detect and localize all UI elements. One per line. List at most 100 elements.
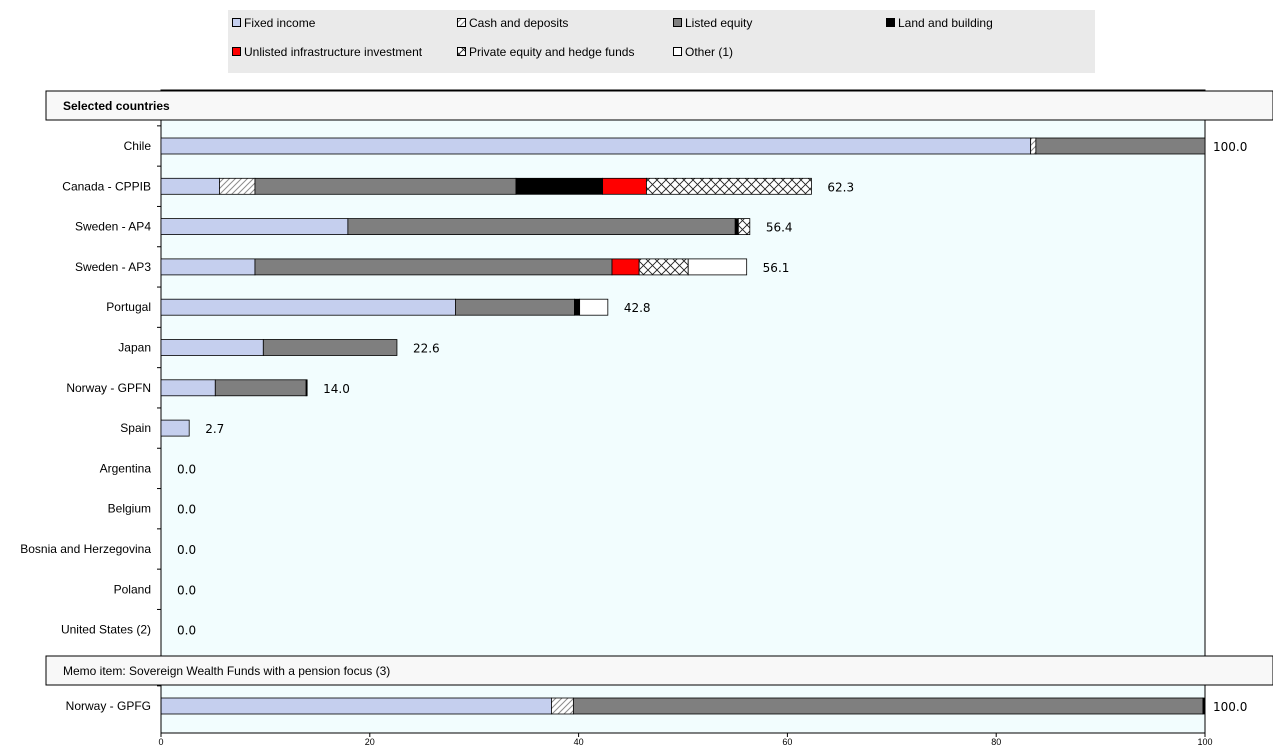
category-label: Norway - GPFN — [66, 381, 151, 395]
category-label: Portugal — [106, 300, 151, 314]
bar-segment-listed-equity — [254, 258, 613, 276]
legend-label-cash-and-deposits: Cash and deposits — [469, 16, 568, 30]
legend: Fixed income Cash and deposits Listed equi… — [228, 10, 1095, 73]
legend-label-other-1: Other (1) — [685, 45, 733, 59]
data-label: 56.4 — [766, 221, 793, 235]
x-tick-label: 100 — [1197, 737, 1212, 747]
category-label: Canada - CPPIB — [62, 179, 151, 193]
data-label: 2.7 — [205, 422, 224, 436]
bar-segment-private-equity-and-hedge-funds — [646, 177, 812, 195]
x-axis: 0 20 40 60 80 100 — [158, 732, 1213, 747]
bar-row-argentina: Argentina 0.0 — [100, 447, 196, 476]
data-label: 0.0 — [177, 624, 196, 638]
group-header-selected-countries — [45, 90, 1273, 121]
bar-row-sweden-ap4: Sweden - AP4 56.4 — [75, 205, 793, 236]
bar-segment-fixed-income — [160, 137, 1032, 155]
bar-row-norway-gpfn: Norway - GPFN 14.0 — [66, 367, 350, 397]
x-tick-label: 0 — [158, 737, 163, 747]
x-tick-label: 60 — [782, 737, 792, 747]
bar-rows: Selected countries Chile 100.0 Canada - CPP… — [20, 90, 1273, 733]
legend-label-unlisted-infrastructure-investment: Unlisted infrastructure investment — [244, 45, 423, 59]
category-label: Norway - GPFG — [66, 699, 151, 713]
data-label: 0.0 — [177, 462, 196, 476]
bar-segment-private-equity-and-hedge-funds — [737, 218, 751, 236]
bar-row-belgium: Belgium 0.0 — [108, 488, 196, 517]
legend-label-private-equity-and-hedge-funds: Private equity and hedge funds — [469, 45, 634, 59]
x-tick-label: 20 — [365, 737, 375, 747]
bar-row-chile: Chile 100.0 — [124, 125, 1247, 155]
legend-swatch-other-1 — [673, 47, 682, 56]
legend-label-land-and-building: Land and building — [898, 16, 993, 30]
data-label: 22.6 — [413, 342, 440, 356]
bar-segment-fixed-income — [160, 177, 220, 195]
category-label: United States (2) — [61, 623, 151, 637]
bar-segment-other-1 — [687, 258, 748, 276]
bar-segment-listed-equity — [347, 218, 736, 236]
plot-background — [160, 89, 1206, 734]
legend-box — [228, 10, 1095, 73]
bar-segment-fixed-income — [160, 298, 456, 316]
data-label: 42.8 — [624, 301, 651, 315]
bar-row-sweden-ap3: Sweden - AP3 56.1 — [75, 246, 790, 276]
legend-label-fixed-income: Fixed income — [244, 16, 316, 30]
bar-row-bosnia-and-herzegovina: Bosnia and Herzegovina 0.0 — [20, 528, 196, 557]
bar-segment-listed-equity — [262, 339, 398, 356]
legend-swatch-listed-equity — [673, 18, 682, 27]
bar-segment-cash-and-deposits — [1030, 137, 1037, 155]
category-label: Belgium — [108, 502, 151, 516]
bar-row-spain: Spain 2.7 — [120, 407, 224, 437]
x-tick-label: 80 — [991, 737, 1001, 747]
bar-segment-listed-equity — [455, 298, 575, 316]
bar-segment-other-1 — [579, 298, 609, 316]
category-label: Argentina — [100, 461, 152, 475]
category-label: Sweden - AP3 — [75, 260, 151, 274]
bar-row-united-states-2: United States (2) 0.0 — [61, 608, 196, 638]
data-label: 56.1 — [763, 261, 790, 275]
category-label: Chile — [124, 139, 152, 153]
bar-segment-fixed-income — [160, 258, 256, 276]
bar-row-japan: Japan 22.6 — [118, 326, 440, 356]
bar-segment-cash-and-deposits — [219, 177, 256, 195]
data-label: 100.0 — [1213, 140, 1247, 154]
group-header-memo-item — [45, 655, 1273, 686]
category-label: Poland — [114, 582, 151, 596]
data-label: 100.0 — [1213, 700, 1247, 714]
bar-segment-fixed-income — [160, 419, 190, 437]
bar-row-portugal: Portugal 42.8 — [106, 286, 651, 316]
bar-row-norway-gpfg: Norway - GPFG 100.0 — [66, 685, 1247, 715]
bar-segment-fixed-income — [160, 697, 552, 715]
x-tick-label: 40 — [574, 737, 584, 747]
bar-segment-land-and-building — [1202, 697, 1206, 715]
data-label: 0.0 — [177, 543, 196, 557]
data-label: 0.0 — [177, 583, 196, 597]
category-label: Spain — [120, 421, 151, 435]
legend-swatch-unlisted-infrastructure-investment — [232, 47, 241, 56]
bar-segment-listed-equity — [254, 177, 517, 195]
category-label: Sweden - AP4 — [75, 220, 151, 234]
bar-segment-listed-equity — [1035, 137, 1206, 155]
bar-segment-fixed-income — [160, 218, 349, 236]
bar-segment-listed-equity — [214, 379, 307, 397]
bar-segment-fixed-income — [160, 379, 216, 397]
bar-row-canada-cppib: Canada - CPPIB 62.3 — [62, 165, 854, 195]
bar-segment-listed-equity — [572, 697, 1204, 715]
group-header-label: Selected countries — [63, 99, 170, 113]
category-label: Bosnia and Herzegovina — [20, 542, 151, 556]
legend-swatch-land-and-building — [886, 18, 895, 27]
bar-segment-private-equity-and-hedge-funds — [638, 258, 689, 276]
bar-row-poland: Poland 0.0 — [114, 568, 196, 597]
group-header-label: Memo item: Sovereign Wealth Funds with a… — [63, 664, 390, 678]
legend-swatch-cash-and-deposits — [457, 18, 466, 27]
bar-segment-unlisted-infrastructure-investment — [602, 177, 647, 195]
legend-swatch-fixed-income — [232, 18, 241, 27]
legend-label-listed-equity: Listed equity — [685, 16, 752, 30]
data-label: 0.0 — [177, 503, 196, 517]
bar-segment-land-and-building — [515, 177, 604, 195]
category-label: Japan — [118, 341, 151, 355]
bar-segment-land-and-building — [305, 379, 308, 397]
bar-segment-unlisted-infrastructure-investment — [611, 258, 640, 276]
bar-segment-cash-and-deposits — [551, 697, 574, 715]
legend-swatch-private-equity-and-hedge-funds — [457, 47, 466, 56]
bar-segment-land-and-building — [734, 218, 739, 236]
